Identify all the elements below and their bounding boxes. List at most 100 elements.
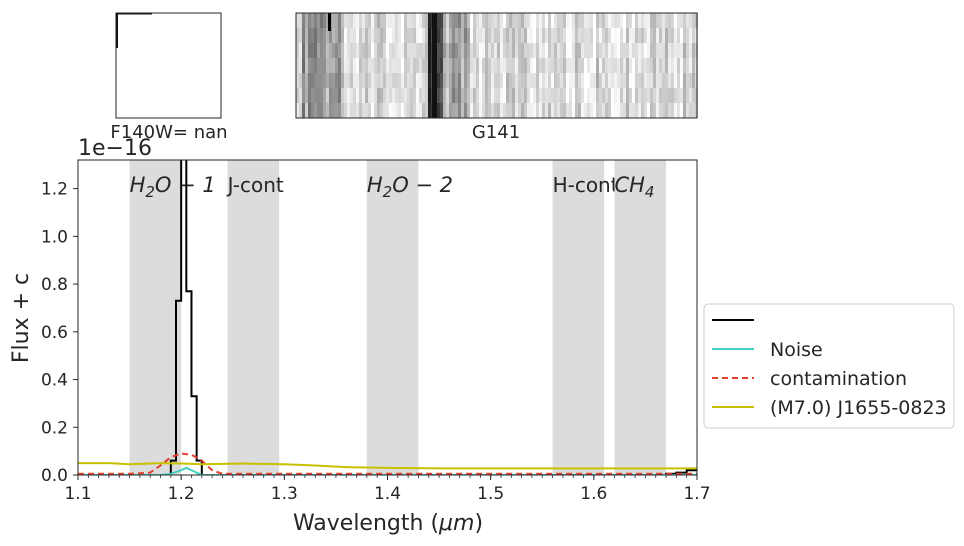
grism-pixel <box>602 58 605 73</box>
grism-pixel <box>494 58 497 73</box>
grism-pixel <box>644 58 647 73</box>
grism-pixel <box>362 73 365 88</box>
direct-image-panel <box>115 12 222 119</box>
grism-pixel <box>350 43 353 58</box>
grism-pixel <box>527 58 530 73</box>
grism-pixel <box>587 103 590 118</box>
grism-pixel <box>515 43 518 58</box>
grism-pixel <box>635 73 638 88</box>
grism-pixel <box>614 73 617 88</box>
legend-label: contamination <box>770 368 907 390</box>
grism-pixel <box>635 103 638 118</box>
grism-pixel <box>578 58 581 73</box>
grism-pixel <box>476 88 479 103</box>
grism-pixel <box>401 103 404 118</box>
grism-pixel <box>506 103 509 118</box>
grism-pixel <box>374 73 377 88</box>
grism-pixel <box>389 73 392 88</box>
grism-pixel <box>497 13 500 28</box>
grism-pixel <box>467 103 470 118</box>
grism-pixel <box>311 43 314 58</box>
grism-pixel <box>506 43 509 58</box>
grism-pixel <box>299 103 302 118</box>
grism-pixel <box>452 103 455 118</box>
grism-pixel <box>323 13 326 28</box>
grism-pixel <box>593 43 596 58</box>
grism-pixel <box>332 88 335 103</box>
grism-pixel <box>533 73 536 88</box>
grism-pixel <box>386 103 389 118</box>
grism-pixel <box>644 13 647 28</box>
grism-pixel <box>647 103 650 118</box>
grism-pixel <box>569 58 572 73</box>
grism-pixel <box>638 28 641 43</box>
grism-pixel <box>449 73 452 88</box>
grism-pixel <box>359 43 362 58</box>
grism-pixel <box>623 28 626 43</box>
grism-pixel <box>587 73 590 88</box>
grism-pixel <box>371 13 374 28</box>
grism-pixel <box>485 103 488 118</box>
grism-pixel <box>413 58 416 73</box>
grism-pixel <box>341 58 344 73</box>
grism-pixel <box>677 73 680 88</box>
grism-pixel <box>407 28 410 43</box>
grism-pixel <box>593 28 596 43</box>
grism-pixel <box>317 43 320 58</box>
grism-pixel <box>662 43 665 58</box>
grism-pixel <box>491 13 494 28</box>
grism-pixel <box>302 28 305 43</box>
grism-pixel <box>311 73 314 88</box>
grism-pixel <box>413 43 416 58</box>
grism-pixel <box>356 13 359 28</box>
grism-pixel <box>641 88 644 103</box>
grism-pixel <box>389 28 392 43</box>
grism-pixel <box>569 28 572 43</box>
grism-pixel <box>311 13 314 28</box>
grism-pixel <box>521 28 524 43</box>
grism-pixel <box>692 103 695 118</box>
y-tick-label: 0.4 <box>41 371 68 391</box>
grism-pixel <box>572 103 575 118</box>
grism-pixel <box>626 13 629 28</box>
grism-pixel <box>605 43 608 58</box>
grism-pixel <box>328 13 331 31</box>
grism-pixel <box>323 88 326 103</box>
band-region <box>614 160 667 475</box>
grism-pixel <box>641 43 644 58</box>
grism-pixel <box>491 88 494 103</box>
grism-pixel <box>533 103 536 118</box>
grism-pixel <box>311 58 314 73</box>
grism-pixel <box>467 73 470 88</box>
grism-pixel <box>644 88 647 103</box>
grism-pixel <box>551 58 554 73</box>
grism-pixel <box>341 73 344 88</box>
grism-pixel <box>542 13 545 28</box>
grism-pixel <box>554 28 557 43</box>
grism-pixel <box>593 88 596 103</box>
grism-pixel <box>590 88 593 103</box>
grism-pixel <box>503 103 506 118</box>
grism-pixel <box>392 103 395 118</box>
grism-pixel <box>296 58 299 73</box>
grism-pixel <box>599 43 602 58</box>
grism-pixel <box>521 58 524 73</box>
x-tick-label: 1.7 <box>683 484 710 504</box>
grism-pixel <box>584 43 587 58</box>
grism-pixel <box>506 58 509 73</box>
grism-pixel <box>440 28 443 43</box>
grism-pixel <box>443 43 446 58</box>
grism-pixel <box>401 28 404 43</box>
grism-pixel <box>671 88 674 103</box>
grism-pixel <box>509 13 512 28</box>
grism-pixel <box>623 103 626 118</box>
grism-pixel <box>296 13 299 28</box>
grism-pixel <box>557 88 560 103</box>
grism-pixel <box>548 13 551 28</box>
grism-pixel <box>689 43 692 58</box>
grism-pixel <box>452 73 455 88</box>
band-label: H2O − 2 <box>367 173 453 201</box>
grism-pixel <box>479 73 482 88</box>
grism-pixel <box>470 43 473 58</box>
